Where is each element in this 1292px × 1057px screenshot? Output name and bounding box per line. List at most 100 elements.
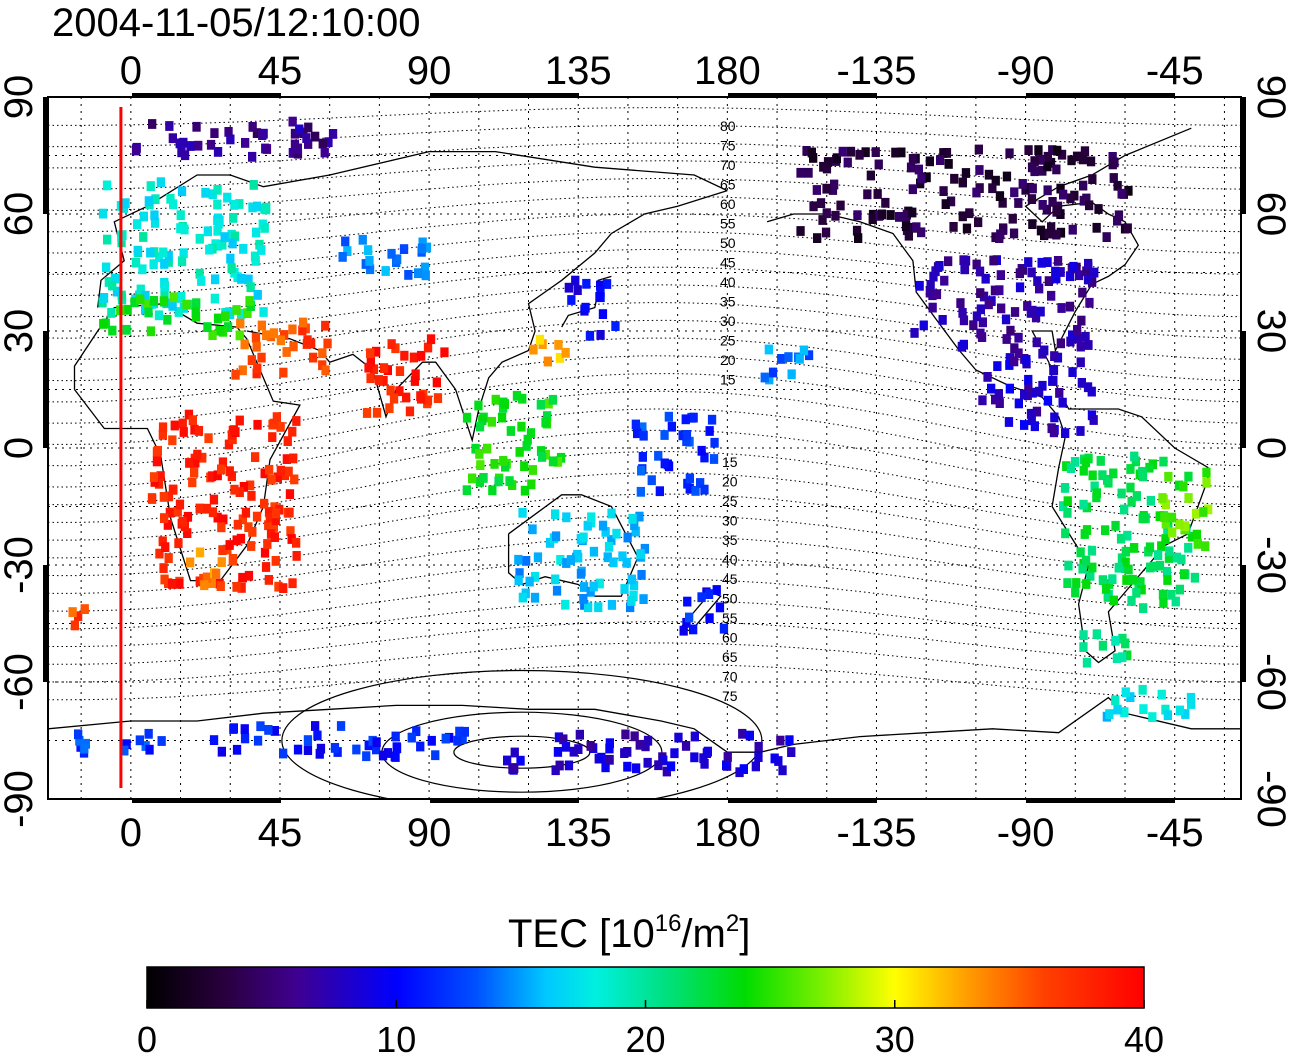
tec-cell <box>149 259 158 270</box>
tec-cell <box>607 535 616 545</box>
tec-cell <box>270 532 279 542</box>
tec-cell <box>458 734 467 744</box>
tec-cell <box>177 292 186 302</box>
tec-cell <box>223 322 233 332</box>
tec-cell <box>1015 282 1025 293</box>
tec-cell <box>164 250 173 261</box>
tec-cell <box>165 121 174 131</box>
tec-cell <box>284 466 293 477</box>
tec-cell <box>1094 204 1103 214</box>
tec-cell <box>582 278 591 289</box>
tec-cell <box>1055 388 1064 398</box>
tec-cell <box>601 527 610 537</box>
tec-cell <box>226 134 235 145</box>
tec-cell <box>528 524 537 535</box>
colorbar-label-exp2: 2 <box>726 910 739 937</box>
tec-cell <box>1114 562 1123 573</box>
tec-cell <box>200 580 209 591</box>
tec-cell <box>192 121 201 132</box>
tec-cell <box>148 494 157 504</box>
tec-cell <box>1126 482 1135 493</box>
tec-cell <box>407 732 416 743</box>
tec-cell <box>877 209 887 220</box>
tec-cell <box>372 744 381 755</box>
tec-cell <box>80 604 89 614</box>
tec-cell <box>965 208 974 219</box>
tec-cell <box>168 301 177 311</box>
lon-tick-label: 180 <box>694 811 761 855</box>
tec-cell <box>925 156 934 167</box>
tec-cell <box>288 116 297 127</box>
tec-cell <box>1066 336 1075 347</box>
tec-cell <box>636 486 645 497</box>
tec-cell <box>1079 642 1088 652</box>
frame-bands <box>43 93 1246 803</box>
tec-cell <box>1038 165 1047 176</box>
contour-labels: 80 75 70 65 60 55 50 45 40 35 30 25 20 15 15 20 25 30 35 40… <box>720 118 738 704</box>
tec-cell <box>910 328 919 338</box>
tec-cell <box>520 485 530 496</box>
tec-cell <box>160 288 169 298</box>
tec-cell <box>279 367 288 378</box>
tec-cell <box>1079 195 1088 206</box>
tec-cell <box>1096 456 1105 466</box>
tec-cell <box>1050 351 1059 361</box>
tec-cell <box>159 247 168 258</box>
tec-cell <box>432 377 441 388</box>
tec-cell <box>536 446 546 456</box>
tec-cell <box>460 726 469 737</box>
tec-cell <box>854 233 863 243</box>
tec-cell <box>1092 488 1101 499</box>
tec-cell <box>1044 228 1053 239</box>
tec-cell <box>813 233 822 243</box>
tec-cell <box>912 222 921 233</box>
tec-cell <box>685 483 694 494</box>
tec-cell <box>217 746 226 757</box>
tec-cell <box>1138 684 1147 695</box>
tec-cell <box>261 562 271 572</box>
tec-cell <box>416 741 425 752</box>
tec-cell <box>1050 412 1059 423</box>
tec-cell <box>764 344 773 355</box>
tec-cell <box>410 376 420 386</box>
tec-cell <box>156 177 165 188</box>
tec-cell <box>186 141 195 151</box>
tec-cell <box>164 491 174 502</box>
tec-cell <box>195 547 205 558</box>
lon-tick-label: 0 <box>120 49 142 93</box>
tec-cell <box>654 450 663 461</box>
tec-cell <box>253 201 262 212</box>
tec-cell <box>288 426 297 437</box>
tec-cell <box>989 255 998 266</box>
tec-cell <box>1053 145 1062 156</box>
tec-cell <box>1184 493 1193 503</box>
tec-cell <box>381 266 390 276</box>
tec-cell <box>1190 572 1200 583</box>
tec-cell <box>366 348 375 359</box>
tec-cell <box>208 189 217 200</box>
tec-cell <box>80 743 89 754</box>
tec-cell <box>529 344 538 355</box>
tec-cell <box>796 167 805 178</box>
tec-cell <box>603 552 612 563</box>
tec-cell <box>208 330 217 340</box>
tec-cell <box>246 301 255 311</box>
tec-cell <box>525 576 534 587</box>
tec-cell <box>1088 174 1097 184</box>
tec-cell <box>236 318 245 329</box>
tec-cell <box>1181 709 1190 719</box>
tec-cell <box>1111 520 1120 531</box>
tec-cell <box>121 198 130 209</box>
tec-cell <box>318 138 327 149</box>
tec-cell <box>574 552 583 563</box>
tec-cell <box>1066 193 1075 204</box>
tec-cell <box>194 426 204 436</box>
tec-cell <box>228 238 237 249</box>
tec-cell <box>1138 513 1147 524</box>
tec-cell <box>559 734 568 745</box>
tec-cell <box>230 200 239 210</box>
tec-cell <box>244 570 254 581</box>
tec-cell <box>631 526 640 537</box>
tec-cell <box>630 731 639 742</box>
tec-cell <box>1137 584 1146 595</box>
